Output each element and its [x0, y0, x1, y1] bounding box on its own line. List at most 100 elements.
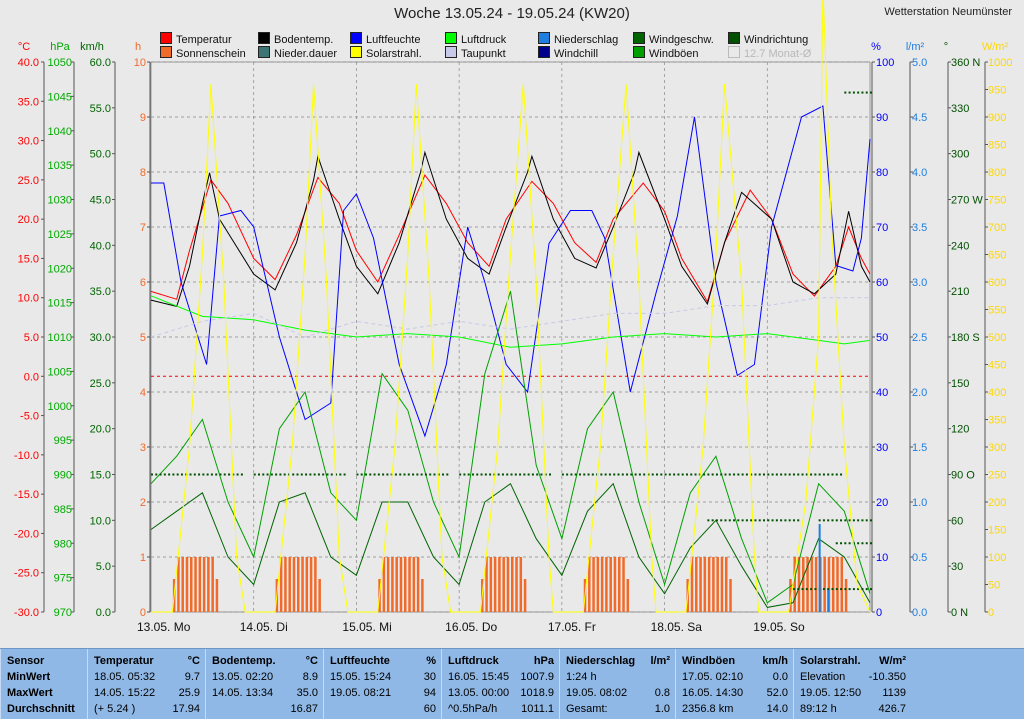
- sunshine-bar: [399, 557, 403, 612]
- wind-direction-dot: [360, 473, 363, 476]
- temp-tick-label: -30.0: [14, 607, 39, 619]
- wind-direction-dot: [570, 473, 573, 476]
- wind-direction-dot: [822, 519, 825, 522]
- rain-tick-label: 4.5: [912, 112, 927, 124]
- rain-bar: [827, 590, 830, 612]
- weather-chart-panel: Woche 13.05.24 - 19.05.24 (KW20) Wetters…: [13, 0, 1013, 634]
- sunshine-bar: [382, 557, 386, 612]
- stats-cell-value: km/h: [762, 655, 788, 667]
- stats-cell-label: Luftfeuchte: [330, 655, 390, 667]
- solar-tick-label: 650: [988, 250, 1006, 262]
- legend-item: Windrichtung: [728, 32, 808, 46]
- wind-direction-dot: [763, 519, 766, 522]
- stats-cell-value: l/m²: [650, 655, 670, 667]
- sunshine-bar: [211, 557, 214, 612]
- wind-direction-dot: [531, 473, 534, 476]
- wind-direction-dot: [476, 473, 479, 476]
- solar-tick-label: 950: [988, 85, 1006, 97]
- stats-cell-value: 1139: [882, 687, 906, 699]
- wind-direction-dot: [523, 473, 526, 476]
- wind-direction-dot: [591, 473, 594, 476]
- chart-title: Woche 13.05.24 - 19.05.24 (KW20): [394, 5, 630, 22]
- dir-tick-label: 240: [951, 240, 969, 252]
- wind-direction-dot: [279, 473, 282, 476]
- wind-direction-dot: [818, 519, 821, 522]
- wind-direction-dot: [386, 473, 389, 476]
- wind-direction-dot: [865, 542, 868, 545]
- stats-cell-label: 15.05. 15:24: [330, 671, 392, 683]
- wind-direction-dot: [643, 473, 646, 476]
- sunshine-bar: [493, 557, 497, 612]
- wind-direction-dot: [219, 473, 222, 476]
- temp-axis-unit: °C: [18, 41, 30, 53]
- sunshine-bar: [511, 557, 514, 612]
- sunshine-bar: [831, 557, 835, 612]
- wind-direction-dot: [501, 473, 504, 476]
- stats-cell-value: 16.87: [290, 703, 318, 715]
- stats-cell-value: 8.9: [302, 671, 318, 683]
- humidity-tick-label: 30: [876, 442, 888, 454]
- sunshine-bar: [605, 557, 608, 612]
- wind-tick-label: 25.0: [90, 378, 111, 390]
- wind-direction-dot: [459, 473, 462, 476]
- legend-swatch: [728, 46, 740, 58]
- stats-cell-label: Elevation: [800, 671, 846, 683]
- pressure-tick-label: 1015: [48, 298, 72, 310]
- legend-item: 12.7 Monat-Ø: [728, 46, 811, 60]
- sunshine-bar: [810, 557, 814, 612]
- wind-direction-dot: [848, 91, 851, 94]
- wind-direction-dot: [583, 473, 586, 476]
- wind-direction-dot: [335, 473, 338, 476]
- dir-tick-label: 330: [951, 103, 969, 115]
- wind-direction-dot: [724, 473, 727, 476]
- stats-block: Luftdruck hPa 16.05. 15:45 1007.9 13.05. 00:…: [441, 649, 560, 719]
- stats-block: Solarstrahl. W/m² Elevation -10.350 19.05. 1…: [793, 649, 912, 719]
- legend-swatch: [350, 46, 362, 58]
- wind-direction-dot: [775, 473, 778, 476]
- x-tick-label: 18.05. Sa: [651, 620, 703, 634]
- legend-item: Luftfeuchte: [350, 32, 420, 46]
- pressure-tick-label: 990: [54, 470, 72, 482]
- x-tick-label: 16.05. Do: [445, 620, 497, 634]
- legend-item: Windböen: [633, 46, 699, 60]
- sunshine-bar: [506, 557, 510, 612]
- wind-direction-dot: [754, 519, 757, 522]
- stats-block: Bodentemp. °C 13.05. 02:20 8.9 14.05. 13:34 3…: [205, 649, 324, 719]
- pressure-tick-label: 1025: [48, 229, 72, 241]
- wind-direction-dot: [835, 588, 838, 591]
- wind-direction-dot: [840, 588, 843, 591]
- wind-direction-dot: [210, 473, 213, 476]
- wind-direction-dot: [810, 588, 813, 591]
- sunshine-bar: [194, 557, 197, 612]
- temp-tick-label: 35.0: [18, 96, 39, 108]
- humidity-tick-label: 70: [876, 222, 888, 234]
- wind-tick-label: 60.0: [90, 57, 111, 69]
- wind-direction-dot: [600, 473, 603, 476]
- legend-label: 12.7 Monat-Ø: [744, 48, 812, 60]
- rain-tick-label: 0.5: [912, 552, 927, 564]
- sunshine-bar: [412, 557, 416, 612]
- solar-tick-label: 0: [988, 607, 994, 619]
- stats-max-label: MaxWert: [7, 687, 53, 699]
- wind-tick-label: 20.0: [90, 424, 111, 436]
- stats-cell-value: °C: [187, 655, 200, 667]
- wind-direction-dot: [805, 473, 808, 476]
- sunshine-bar: [297, 557, 300, 612]
- pressure-tick-label: 1040: [48, 126, 72, 138]
- sunshine-bar: [836, 557, 839, 612]
- sunshine-bar: [301, 557, 304, 612]
- wind-direction-dot: [300, 473, 303, 476]
- legend-label: Windrichtung: [744, 34, 809, 46]
- sunshine-bar: [485, 557, 488, 612]
- legend-label: Windchill: [554, 48, 599, 60]
- sunshine-bar: [793, 557, 796, 612]
- stats-cell-label: 14.05. 15:22: [94, 687, 156, 699]
- solar-tick-label: 250: [988, 470, 1006, 482]
- rain-bar: [818, 524, 821, 612]
- legend-label: Temperatur: [176, 34, 232, 46]
- legend-item: Solarstrahl.: [350, 46, 422, 60]
- temp-tick-label: 15.0: [18, 253, 39, 265]
- wind-direction-dot: [792, 588, 795, 591]
- wind-direction-dot: [566, 473, 569, 476]
- wind-direction-dot: [728, 473, 731, 476]
